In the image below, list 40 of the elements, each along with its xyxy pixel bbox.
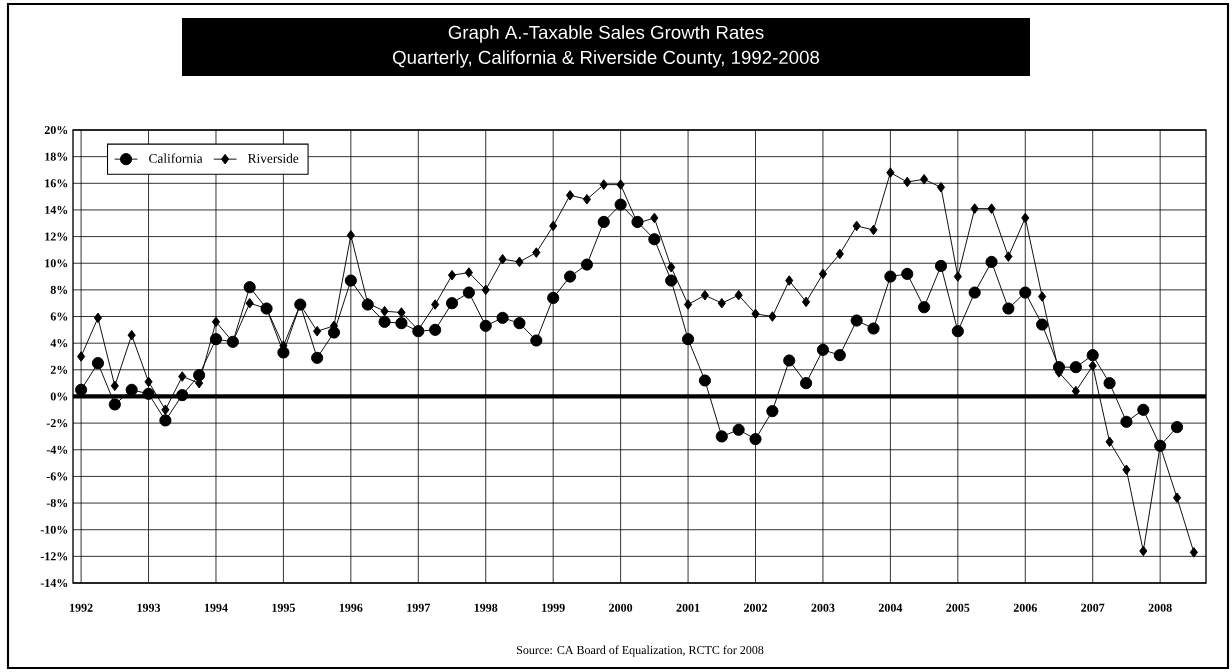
x-tick-label: 2007 (1081, 603, 1105, 612)
source-note: Source: CA Board of Equalization, RCTC for 2008 (516, 645, 764, 657)
x-tick-label: 2006 (1013, 603, 1037, 612)
x-tick-label: 1994 (204, 603, 228, 612)
y-tick-label: 18% (45, 152, 68, 161)
chart-title: Graph A.-Taxable Sales Growth Rates (448, 25, 764, 43)
y-tick-label: 2% (50, 365, 68, 374)
y-tick-label: 6% (50, 312, 68, 321)
y-tick-label: 14% (45, 205, 68, 215)
chart-subtitle: Quarterly, California & Riverside County, 1992-2008 (392, 50, 820, 68)
x-tick-label: 1993 (137, 603, 161, 612)
y-tick-label: -4% (46, 445, 68, 454)
x-tick-label: 1992 (70, 603, 93, 612)
y-tick-label: -10% (40, 525, 68, 534)
y-tick-label: -6% (46, 472, 68, 481)
y-tick-label: -12% (40, 552, 68, 561)
y-tick-label: -8% (46, 498, 68, 508)
y-tick-label: 20% (44, 125, 68, 135)
y-tick-label: 16% (45, 179, 68, 188)
legend-label: Riverside (248, 153, 299, 163)
x-tick-label: 2000 (609, 603, 633, 612)
y-tick-label: -14% (40, 578, 68, 588)
x-tick-label: 1998 (474, 603, 498, 612)
y-tick-label: 8% (50, 285, 68, 294)
x-tick-label: 2004 (878, 603, 903, 612)
legend-label: California (149, 153, 203, 163)
y-tick-label: -2% (46, 419, 68, 428)
x-tick-label: 1996 (339, 603, 363, 612)
y-tick-label: 12% (45, 232, 68, 241)
x-tick-label: 1999 (542, 603, 565, 612)
x-tick-label: 1997 (407, 603, 431, 612)
x-tick-label: 2005 (946, 603, 970, 612)
y-tick-label: 4% (50, 339, 68, 348)
y-tick-label: 0% (50, 392, 68, 401)
x-tick-label: 2002 (744, 603, 767, 612)
x-tick-label: 2008 (1148, 603, 1172, 612)
y-tick-label: 10% (45, 259, 68, 268)
x-tick-label: 2003 (811, 603, 835, 612)
x-tick-label: 1995 (272, 603, 295, 612)
x-tick-label: 2001 (676, 603, 700, 612)
